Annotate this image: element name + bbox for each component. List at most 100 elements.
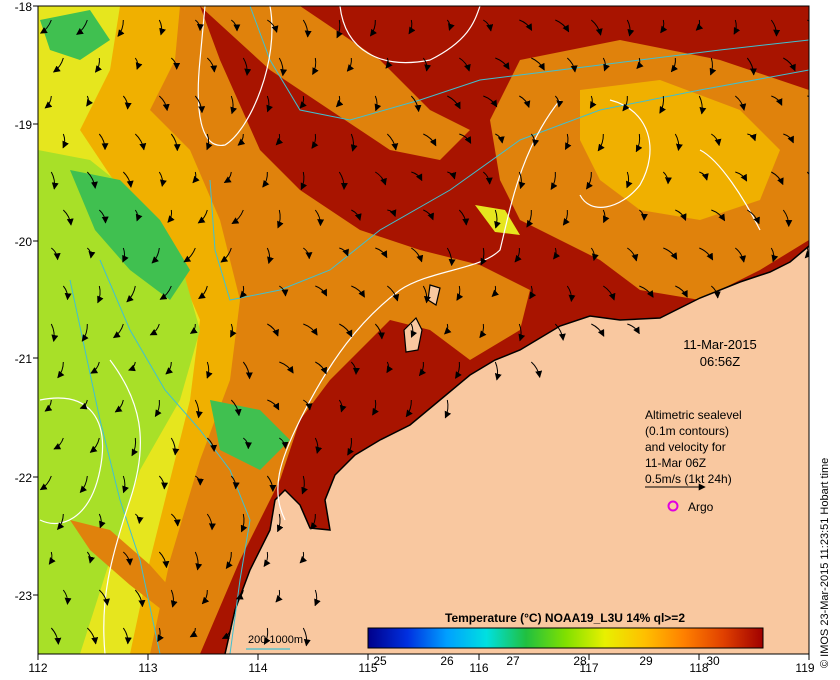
velocity-vector xyxy=(564,133,572,151)
velocity-vector xyxy=(709,57,717,76)
velocity-vector xyxy=(197,209,208,224)
velocity-vector xyxy=(134,589,146,608)
velocity-vector xyxy=(122,627,132,645)
velocity-vector xyxy=(122,247,129,263)
velocity-vector xyxy=(670,57,678,73)
velocity-vector xyxy=(44,399,53,412)
velocity-vector xyxy=(149,323,160,336)
velocity-vector xyxy=(50,323,59,342)
velocity-vector xyxy=(459,57,471,72)
velocity-vector xyxy=(237,133,246,146)
colorbar-tick-label: 27 xyxy=(506,654,520,668)
velocity-vector xyxy=(408,19,416,35)
velocity-vector xyxy=(336,19,343,39)
velocity-vector xyxy=(312,57,319,75)
legend-line: and velocity for xyxy=(645,440,726,454)
velocity-vector xyxy=(230,95,238,115)
velocity-vector xyxy=(302,627,311,647)
velocity-vector xyxy=(735,171,748,182)
velocity-vector xyxy=(555,19,570,33)
velocity-vector xyxy=(279,437,289,450)
velocity-vector xyxy=(405,399,413,418)
velocity-vector xyxy=(411,171,423,182)
velocity-vector xyxy=(589,95,597,109)
velocity-vector xyxy=(220,247,232,263)
velocity-vector xyxy=(134,209,143,222)
velocity-vector xyxy=(346,57,354,72)
velocity-vector xyxy=(494,361,502,381)
velocity-vector xyxy=(50,627,62,645)
velocity-vector xyxy=(170,133,181,152)
velocity-vector xyxy=(39,475,52,491)
date-label: 11-Mar-2015 xyxy=(683,337,756,352)
velocity-vector xyxy=(456,285,464,301)
velocity-vector xyxy=(455,361,462,379)
velocity-vector xyxy=(699,171,709,181)
velocity-vector xyxy=(586,171,593,190)
velocity-vector xyxy=(733,19,741,35)
velocity-vector xyxy=(314,589,321,607)
y-tick-label: -19 xyxy=(15,118,33,132)
y-tick-label: -22 xyxy=(15,471,33,485)
velocity-vector xyxy=(81,323,89,342)
axis-ticks xyxy=(33,5,810,660)
velocity-vector xyxy=(550,171,558,190)
velocity-vector xyxy=(158,95,170,112)
velocity-vector xyxy=(386,133,399,151)
velocity-vector xyxy=(387,285,400,302)
velocity-vector xyxy=(480,247,487,266)
legend-line: 0.5m/s (1kt 24h) xyxy=(645,472,732,486)
velocity-vector xyxy=(79,475,88,493)
velocity-vector xyxy=(554,95,564,108)
velocity-vector xyxy=(338,171,348,190)
velocity-vector xyxy=(735,247,747,263)
velocity-vector xyxy=(112,323,124,339)
velocity-vector xyxy=(626,171,633,189)
velocity-vector xyxy=(183,247,196,263)
velocity-vector xyxy=(117,19,125,37)
velocity-vector xyxy=(335,95,344,108)
velocity-vector xyxy=(639,209,648,221)
velocity-vector xyxy=(804,247,809,259)
velocity-vector xyxy=(771,171,784,186)
velocity-vector xyxy=(94,57,103,73)
velocity-vector xyxy=(374,323,385,340)
velocity-vector xyxy=(114,399,124,413)
velocity-vector xyxy=(98,589,110,606)
velocity-vector xyxy=(158,19,166,36)
velocity-vector xyxy=(86,627,99,645)
velocity-vector xyxy=(122,475,129,494)
velocity-vector xyxy=(351,285,365,298)
velocity-vector xyxy=(698,95,707,115)
velocity-vector xyxy=(746,57,757,76)
velocity-vector xyxy=(387,209,397,217)
velocity-vector xyxy=(372,399,379,416)
velocity-vector xyxy=(518,323,526,342)
velocity-vector xyxy=(418,361,427,377)
velocity-vector xyxy=(97,285,104,304)
velocity-vector xyxy=(231,209,244,225)
velocity-vector xyxy=(266,247,274,265)
colorbar-tick-label: 29 xyxy=(639,654,653,668)
velocity-vector xyxy=(300,171,308,191)
y-axis: -18 -19 -20 -21 -22 -23 xyxy=(15,0,33,603)
velocity-vector xyxy=(98,133,109,151)
velocity-vector xyxy=(44,95,53,109)
velocity-vector xyxy=(339,247,349,257)
velocity-vector xyxy=(374,95,382,112)
velocity-vector xyxy=(410,323,418,338)
velocity-vector xyxy=(531,57,545,71)
velocity-vector xyxy=(590,247,599,262)
velocity-vector xyxy=(50,171,59,190)
velocity-vector xyxy=(157,627,164,642)
velocity-vector xyxy=(566,57,578,73)
velocity-vector xyxy=(494,209,501,229)
velocity-vector xyxy=(266,475,277,493)
velocity-vector xyxy=(602,209,610,224)
velocity-vector xyxy=(189,627,198,638)
velocity-vector xyxy=(351,209,362,221)
velocity-vector xyxy=(495,133,505,144)
velocity-vector xyxy=(267,323,279,337)
velocity-vector xyxy=(553,247,561,260)
